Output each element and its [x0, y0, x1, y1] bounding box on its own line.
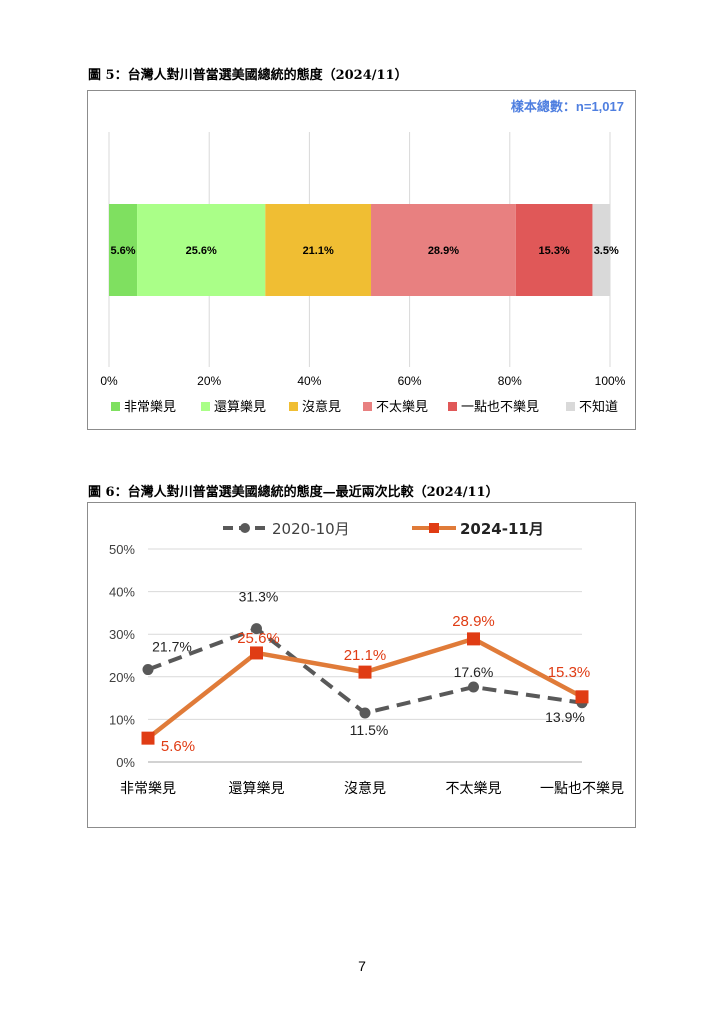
bar-segment [265, 204, 372, 296]
figure5-caption: 圖 5：台灣人對川普當選美國總統的態度（2024/11） [88, 68, 408, 83]
x-tick-label: 60% [398, 374, 422, 388]
legend-swatch [566, 402, 575, 411]
x-tick-label: 40% [297, 374, 321, 388]
x-tick-label: 20% [197, 374, 221, 388]
data-point [358, 665, 372, 679]
bar-segment [371, 204, 516, 296]
page-number: 7 [358, 958, 366, 974]
figure6-caption: 圖 6：台灣人對川普當選美國總統的態度—最近兩次比較（2024/11） [88, 485, 499, 500]
data-point [251, 623, 262, 635]
y-tick-label: 40% [109, 585, 135, 600]
figure6-frame [87, 502, 636, 828]
data-label: 13.9% [545, 709, 585, 725]
bar-segment [137, 204, 266, 296]
x-tick-label: 100% [595, 374, 626, 388]
legend-label: 不太樂見 [376, 399, 428, 415]
legend-swatch [363, 402, 372, 411]
data-label: 21.1% [344, 647, 387, 664]
legend-label: 不知道 [579, 399, 618, 415]
y-tick-label: 50% [109, 542, 135, 557]
legend-label: 非常樂見 [124, 399, 176, 415]
legend-swatch [448, 402, 457, 411]
data-point [141, 731, 155, 745]
data-label: 31.3% [239, 589, 279, 605]
x-tick-label: 80% [498, 374, 522, 388]
bar-segment [515, 204, 593, 296]
bar-value-label: 21.1% [303, 245, 334, 257]
data-label: 11.5% [350, 722, 389, 738]
bar-segment [109, 204, 138, 296]
bar-value-label: 28.9% [428, 245, 459, 257]
legend-swatch [289, 402, 298, 411]
legend-label: 2024-11月 [460, 520, 544, 538]
data-point [468, 681, 479, 693]
x-category-label: 一點也不樂見 [540, 780, 624, 797]
y-tick-label: 20% [109, 670, 135, 685]
data-label: 25.6% [237, 630, 280, 647]
data-label: 15.3% [548, 664, 591, 681]
data-point [575, 690, 589, 704]
sample-size-note: 樣本總數：n=1,017 [511, 99, 624, 114]
data-label: 17.6% [454, 664, 494, 680]
bar-value-label: 5.6% [110, 245, 135, 257]
y-tick-label: 0% [116, 755, 135, 770]
stacked-bar-chart: 樣本總數：n=1,017 0% 20% 40% 60% 80% 100% 5.6% 25.6% 2… [100, 99, 626, 415]
legend-swatch [111, 402, 120, 411]
legend-label: 2020-10月 [272, 520, 350, 538]
x-category-label: 不太樂見 [446, 780, 502, 797]
y-tick-label: 30% [109, 627, 135, 642]
data-point [359, 707, 371, 719]
bar-value-label: 15.3% [539, 245, 570, 257]
legend-label: 還算樂見 [214, 399, 266, 415]
data-label: 28.9% [452, 613, 495, 630]
x-category-label: 非常樂見 [120, 780, 176, 797]
data-label: 21.7% [152, 639, 192, 655]
legend-swatch [201, 402, 210, 411]
bar-value-label: 3.5% [594, 245, 619, 257]
x-category-label: 沒意見 [344, 780, 386, 797]
legend-label: 一點也不樂見 [461, 399, 539, 415]
data-point [250, 646, 263, 660]
bar-segment [592, 204, 610, 296]
data-point [467, 632, 480, 646]
legend-marker [429, 523, 439, 533]
x-category-label: 還算樂見 [229, 780, 285, 797]
y-tick-label: 10% [109, 712, 135, 727]
data-point [142, 664, 154, 676]
line-chart: 0% 10% 20% 30% 40% 50% 非常樂見 還算樂見 沒意見 不太樂見 一點也不樂見 20… [109, 520, 624, 797]
bar-value-label: 25.6% [186, 245, 217, 257]
legend-marker [240, 523, 250, 533]
x-tick-label: 0% [100, 374, 118, 388]
data-label: 5.6% [161, 738, 195, 755]
legend-label: 沒意見 [302, 399, 341, 415]
